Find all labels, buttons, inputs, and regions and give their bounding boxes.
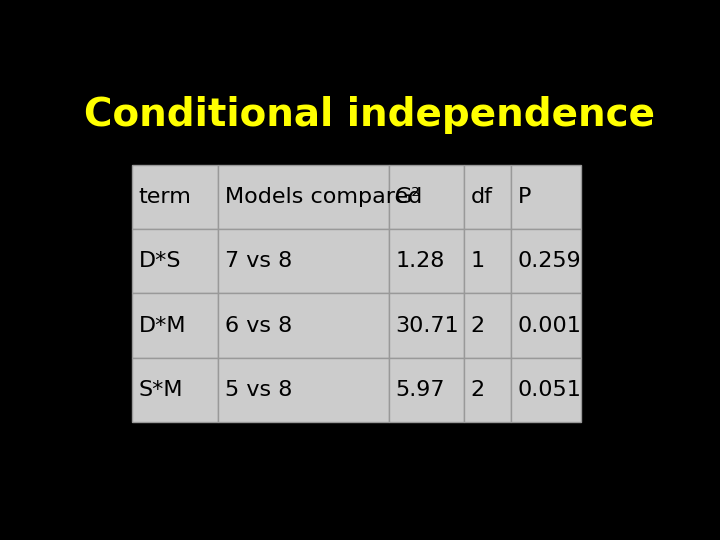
Text: Models compared: Models compared xyxy=(225,187,423,207)
Text: term: term xyxy=(138,187,192,207)
Text: P: P xyxy=(518,187,531,207)
Bar xyxy=(464,165,511,229)
Bar xyxy=(511,229,581,294)
Bar xyxy=(132,358,218,422)
Bar xyxy=(218,293,389,358)
Text: 2: 2 xyxy=(471,316,485,336)
Bar xyxy=(389,358,464,422)
Text: 1.28: 1.28 xyxy=(395,251,445,271)
Text: 30.71: 30.71 xyxy=(395,316,459,336)
Text: 5.97: 5.97 xyxy=(395,380,445,400)
Text: S*M: S*M xyxy=(138,380,183,400)
Text: G²: G² xyxy=(395,187,421,207)
Bar xyxy=(464,293,511,358)
Bar xyxy=(132,229,218,294)
Text: 7 vs 8: 7 vs 8 xyxy=(225,251,292,271)
Bar xyxy=(132,165,218,229)
Text: 0.001: 0.001 xyxy=(518,316,582,336)
Text: 5 vs 8: 5 vs 8 xyxy=(225,380,292,400)
Text: D*M: D*M xyxy=(138,316,186,336)
Bar xyxy=(511,165,581,229)
Text: df: df xyxy=(471,187,492,207)
Bar xyxy=(511,293,581,358)
Bar xyxy=(511,358,581,422)
Bar xyxy=(218,358,389,422)
Text: D*S: D*S xyxy=(138,251,181,271)
Bar xyxy=(389,165,464,229)
Text: 2: 2 xyxy=(471,380,485,400)
Bar xyxy=(464,358,511,422)
Bar xyxy=(389,229,464,294)
Text: 0.259: 0.259 xyxy=(518,251,582,271)
Text: 1: 1 xyxy=(471,251,485,271)
Bar xyxy=(218,229,389,294)
Text: 0.051: 0.051 xyxy=(518,380,582,400)
Text: 6 vs 8: 6 vs 8 xyxy=(225,316,292,336)
Bar xyxy=(132,293,218,358)
Text: Conditional independence: Conditional independence xyxy=(84,96,654,134)
Bar xyxy=(218,165,389,229)
Bar xyxy=(464,229,511,294)
Bar xyxy=(389,293,464,358)
